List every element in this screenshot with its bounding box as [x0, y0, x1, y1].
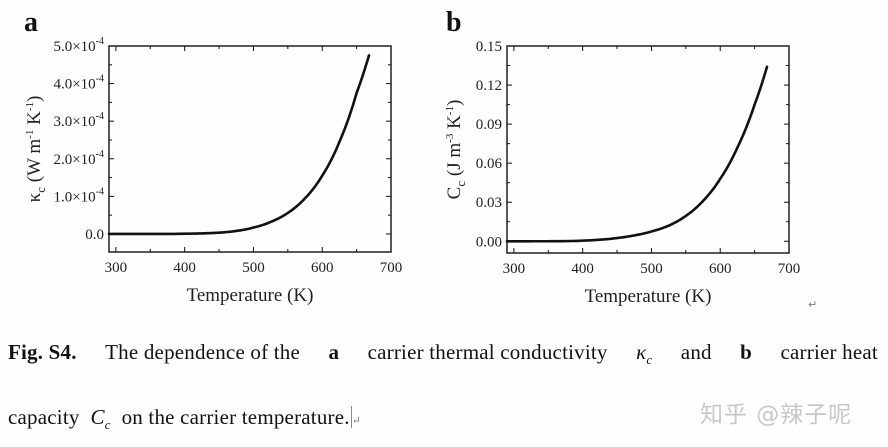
- panel-label-a: a: [24, 7, 38, 38]
- y-tick-label: 0.12: [476, 78, 502, 94]
- x-tick-label: 300: [105, 260, 128, 276]
- paragraph-return-mark: ↵: [351, 415, 362, 427]
- x-axis-title: Temperature (K): [585, 286, 712, 307]
- caption-bold-a: a: [328, 340, 340, 364]
- caption-text: capacity: [8, 405, 80, 429]
- caption-text: on the carrier temperature.: [121, 405, 350, 429]
- x-tick-label: 400: [173, 260, 196, 276]
- y-tick-label: 0.06: [476, 156, 503, 172]
- x-tick-label: 700: [778, 261, 801, 277]
- x-tick-label: 700: [380, 260, 403, 276]
- y-tick-label: 0.00: [476, 234, 502, 250]
- figure-label: Fig. S4.: [8, 340, 77, 364]
- figure-caption-line-2: capacity Cc on the carrier temperature. ↵: [8, 405, 361, 433]
- chart-b-heat-capacity: 300 400 500 600 700 0.00 0.03 0.06 0.09 0.12 0.15 T…: [444, 39, 801, 307]
- data-curve: [505, 65, 769, 243]
- zhihu-watermark: 知乎 @辣子呢: [700, 402, 853, 428]
- plot-frame: [108, 45, 392, 253]
- kappa-symbol: κc: [636, 340, 653, 368]
- x-tick-label: 300: [503, 261, 526, 277]
- x-tick-label: 500: [242, 260, 265, 276]
- x-tick-label: 500: [640, 261, 663, 277]
- y-tick-label: 0.0: [85, 227, 104, 243]
- paragraph-return-mark: ↵: [808, 298, 818, 311]
- plot-frame: [506, 45, 790, 254]
- x-tick-label: 600: [709, 261, 732, 277]
- y-axis-title: Cc (J m-3 K-1): [444, 100, 468, 200]
- caption-text: and: [680, 340, 712, 364]
- x-tick-label: 600: [311, 260, 334, 276]
- y-tick-label: 4.0×10-4: [53, 74, 104, 93]
- data-curve: [107, 54, 371, 236]
- caption-bold-b: b: [740, 340, 753, 364]
- caption-text: carrier heat: [780, 340, 878, 364]
- y-tick-label: 0.09: [476, 117, 502, 133]
- y-tick-label: 0.03: [476, 195, 502, 211]
- x-tick-label: 400: [571, 261, 594, 277]
- caption-text: carrier thermal conductivity: [367, 340, 608, 364]
- x-axis-title: Temperature (K): [187, 285, 314, 306]
- y-tick-label: 1.0×10-4: [53, 186, 104, 205]
- panel-label-b: b: [446, 7, 462, 38]
- y-tick-label: 3.0×10-4: [53, 111, 104, 130]
- c-symbol: Cc: [90, 405, 111, 433]
- text-cursor: [350, 406, 352, 428]
- y-tick-label: 5.0×10-4: [53, 36, 104, 55]
- y-tick-label: 0.15: [476, 39, 502, 55]
- caption-text: The dependence of the: [105, 340, 301, 364]
- y-axis-title: κc (W m-1 K-1): [24, 96, 48, 203]
- chart-a-thermal-conductivity: 300 400 500 600 700 0.0 1.0×10-4 2.0×10-4 3.0×10…: [24, 36, 403, 306]
- y-tick-label: 2.0×10-4: [53, 149, 104, 168]
- figure-caption-line-1: Fig. S4. The dependence of the a carrier…: [8, 340, 878, 368]
